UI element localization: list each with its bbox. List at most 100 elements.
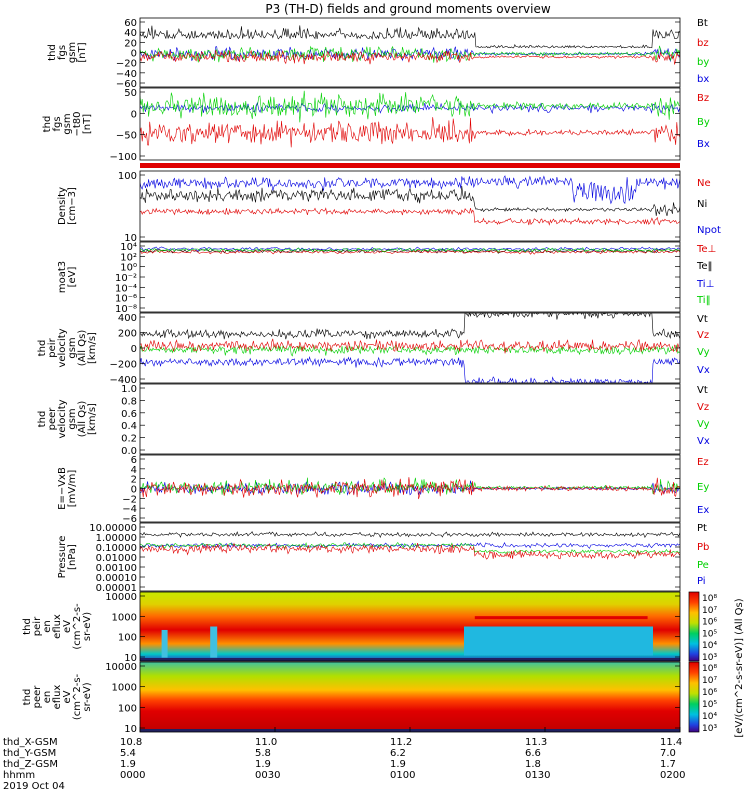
y-tick-label: 10 — [124, 653, 137, 664]
colorbar-tick-label: 10⁶ — [702, 688, 717, 698]
legend-entry: Ne — [697, 178, 711, 189]
y-axis-label: thd peer velocity gsm (All Qs) [km/s] — [37, 399, 98, 438]
y-axis-label-line: thd — [42, 116, 53, 133]
x-axis-row-label: thd_X-GSM — [3, 737, 58, 748]
y-tick-label: −50 — [116, 131, 137, 142]
colorbar-tick-label: 10³ — [702, 653, 717, 663]
y-axis-label-line: moat3 — [57, 261, 68, 293]
legend-entry: Vz — [697, 402, 709, 413]
x-axis-value: 7.0 — [660, 748, 676, 759]
trace-pb — [140, 542, 680, 560]
y-tick-label: 10⁴ — [120, 242, 137, 253]
y-tick-label: −4 — [122, 504, 137, 515]
y-tick-label: 10000 — [105, 592, 137, 603]
trace-by-m80 — [140, 90, 680, 123]
panel-traces — [140, 90, 680, 148]
x-axis-value: 6.2 — [390, 748, 406, 759]
trace-ni — [140, 185, 680, 216]
y-axis-label-line: Density — [57, 187, 68, 225]
y-axis-label-line: −t80 — [72, 111, 83, 136]
trace-tipar — [140, 247, 680, 253]
y-tick-label: 400 — [118, 313, 137, 324]
trace-ez — [140, 477, 680, 500]
trace-vy — [140, 343, 680, 357]
legend-entry: Ey — [697, 482, 709, 493]
y-axis-label-line: (All Qs) — [77, 330, 88, 367]
colorbar-tick-label: 10⁵ — [702, 700, 717, 710]
panel-background — [140, 384, 680, 454]
x-axis-value: 5.8 — [255, 748, 271, 759]
spectrogram-spike — [161, 629, 168, 658]
colorbar-tick-label: 10⁶ — [702, 618, 717, 628]
y-tick-label: 200 — [118, 329, 137, 340]
panel-frame — [139, 591, 681, 662]
trace-vx — [140, 355, 680, 383]
legend-entry: Vt — [697, 314, 708, 325]
x-axis-value: 6.6 — [525, 748, 541, 759]
x-axis-value: 1.9 — [120, 759, 136, 770]
y-tick-label: 0.8 — [121, 396, 137, 407]
y-tick-label: 60 — [124, 18, 137, 29]
y-tick-label: 10⁻⁶ — [115, 294, 137, 305]
panel-peer_en: 10000 1000 100 10 thd peer en eflux eV (cm^2-s-sr… — [22, 661, 681, 735]
legend-entry: Pe — [697, 560, 709, 571]
colorbar-tick-label: 10⁸ — [702, 594, 717, 604]
x-axis-value: 11.4 — [660, 737, 682, 748]
legend-entry: Ti⊥ — [696, 279, 714, 290]
y-axis-label-line: eflux — [52, 614, 63, 639]
y-tick-label: 20 — [124, 38, 137, 49]
trace-pt — [140, 531, 680, 538]
y-axis-label-line: [eV] — [67, 267, 78, 288]
y-axis-label-line: thd — [22, 689, 33, 706]
legend-entry: Ni — [697, 199, 707, 210]
y-axis-label-line: gsm — [67, 408, 78, 429]
x-axis-value: 0000 — [120, 770, 145, 781]
legend-entry: Bt — [697, 18, 708, 29]
y-tick-label: 1.00000 — [96, 533, 137, 544]
x-axis-value: 1.9 — [390, 759, 406, 770]
y-tick-label: 100 — [118, 633, 137, 644]
legend-entry: Pb — [697, 542, 709, 553]
trace-vz — [140, 338, 680, 354]
colorbar-scale — [688, 661, 700, 733]
y-axis-label: thd fgs gsm −t80 [nT] — [42, 111, 93, 136]
y-tick-label: 10000 — [105, 662, 137, 673]
y-tick-label: 0 — [131, 49, 137, 60]
x-axis-row-label: thd_Y-GSM — [3, 748, 56, 759]
y-axis-label-line: fgs — [57, 45, 68, 60]
plot-title: P3 (TH-D) fields and ground moments over… — [265, 2, 550, 16]
y-axis-label-line: fgs — [52, 116, 63, 131]
y-tick-label: −6 — [122, 514, 137, 525]
y-axis-label-line: thd — [47, 44, 58, 61]
y-axis-label: Density [cm−3] — [57, 187, 78, 225]
y-tick-label: 0 — [131, 109, 137, 120]
y-tick-label: 100 — [118, 703, 137, 714]
y-tick-label: 0.00010 — [96, 573, 137, 584]
y-tick-label: 1000 — [112, 683, 137, 694]
y-axis-label-line: [cm−3] — [67, 187, 78, 225]
trace-ne — [140, 207, 680, 226]
y-axis-label-line: gsm — [62, 113, 73, 134]
y-axis-label-line: [nT] — [82, 114, 93, 134]
density-flag-bar — [140, 163, 680, 168]
trace-bz — [140, 49, 680, 65]
panel-traces — [140, 592, 680, 661]
y-axis-label-line: peir — [47, 337, 58, 357]
y-tick-label: 10⁻² — [115, 273, 137, 284]
y-axis-label-line: peer — [32, 685, 43, 709]
legend-entry: Te‖ — [696, 261, 713, 272]
y-tick-label: 0.2 — [121, 434, 137, 445]
y-axis-label-line: eflux — [52, 685, 63, 710]
y-axis-label-line: peer — [47, 407, 58, 431]
y-tick-label: 2 — [131, 475, 137, 486]
y-axis-label-line: en — [42, 620, 53, 633]
x-axis-date: 2019 Oct 04 — [3, 781, 65, 792]
y-axis-label-line: gsm — [67, 42, 78, 63]
panel-pressure: 10.000001.000000.100000.010000.001000.00… — [57, 522, 709, 594]
panel-traces — [140, 25, 680, 65]
y-tick-label: 40 — [124, 28, 137, 39]
